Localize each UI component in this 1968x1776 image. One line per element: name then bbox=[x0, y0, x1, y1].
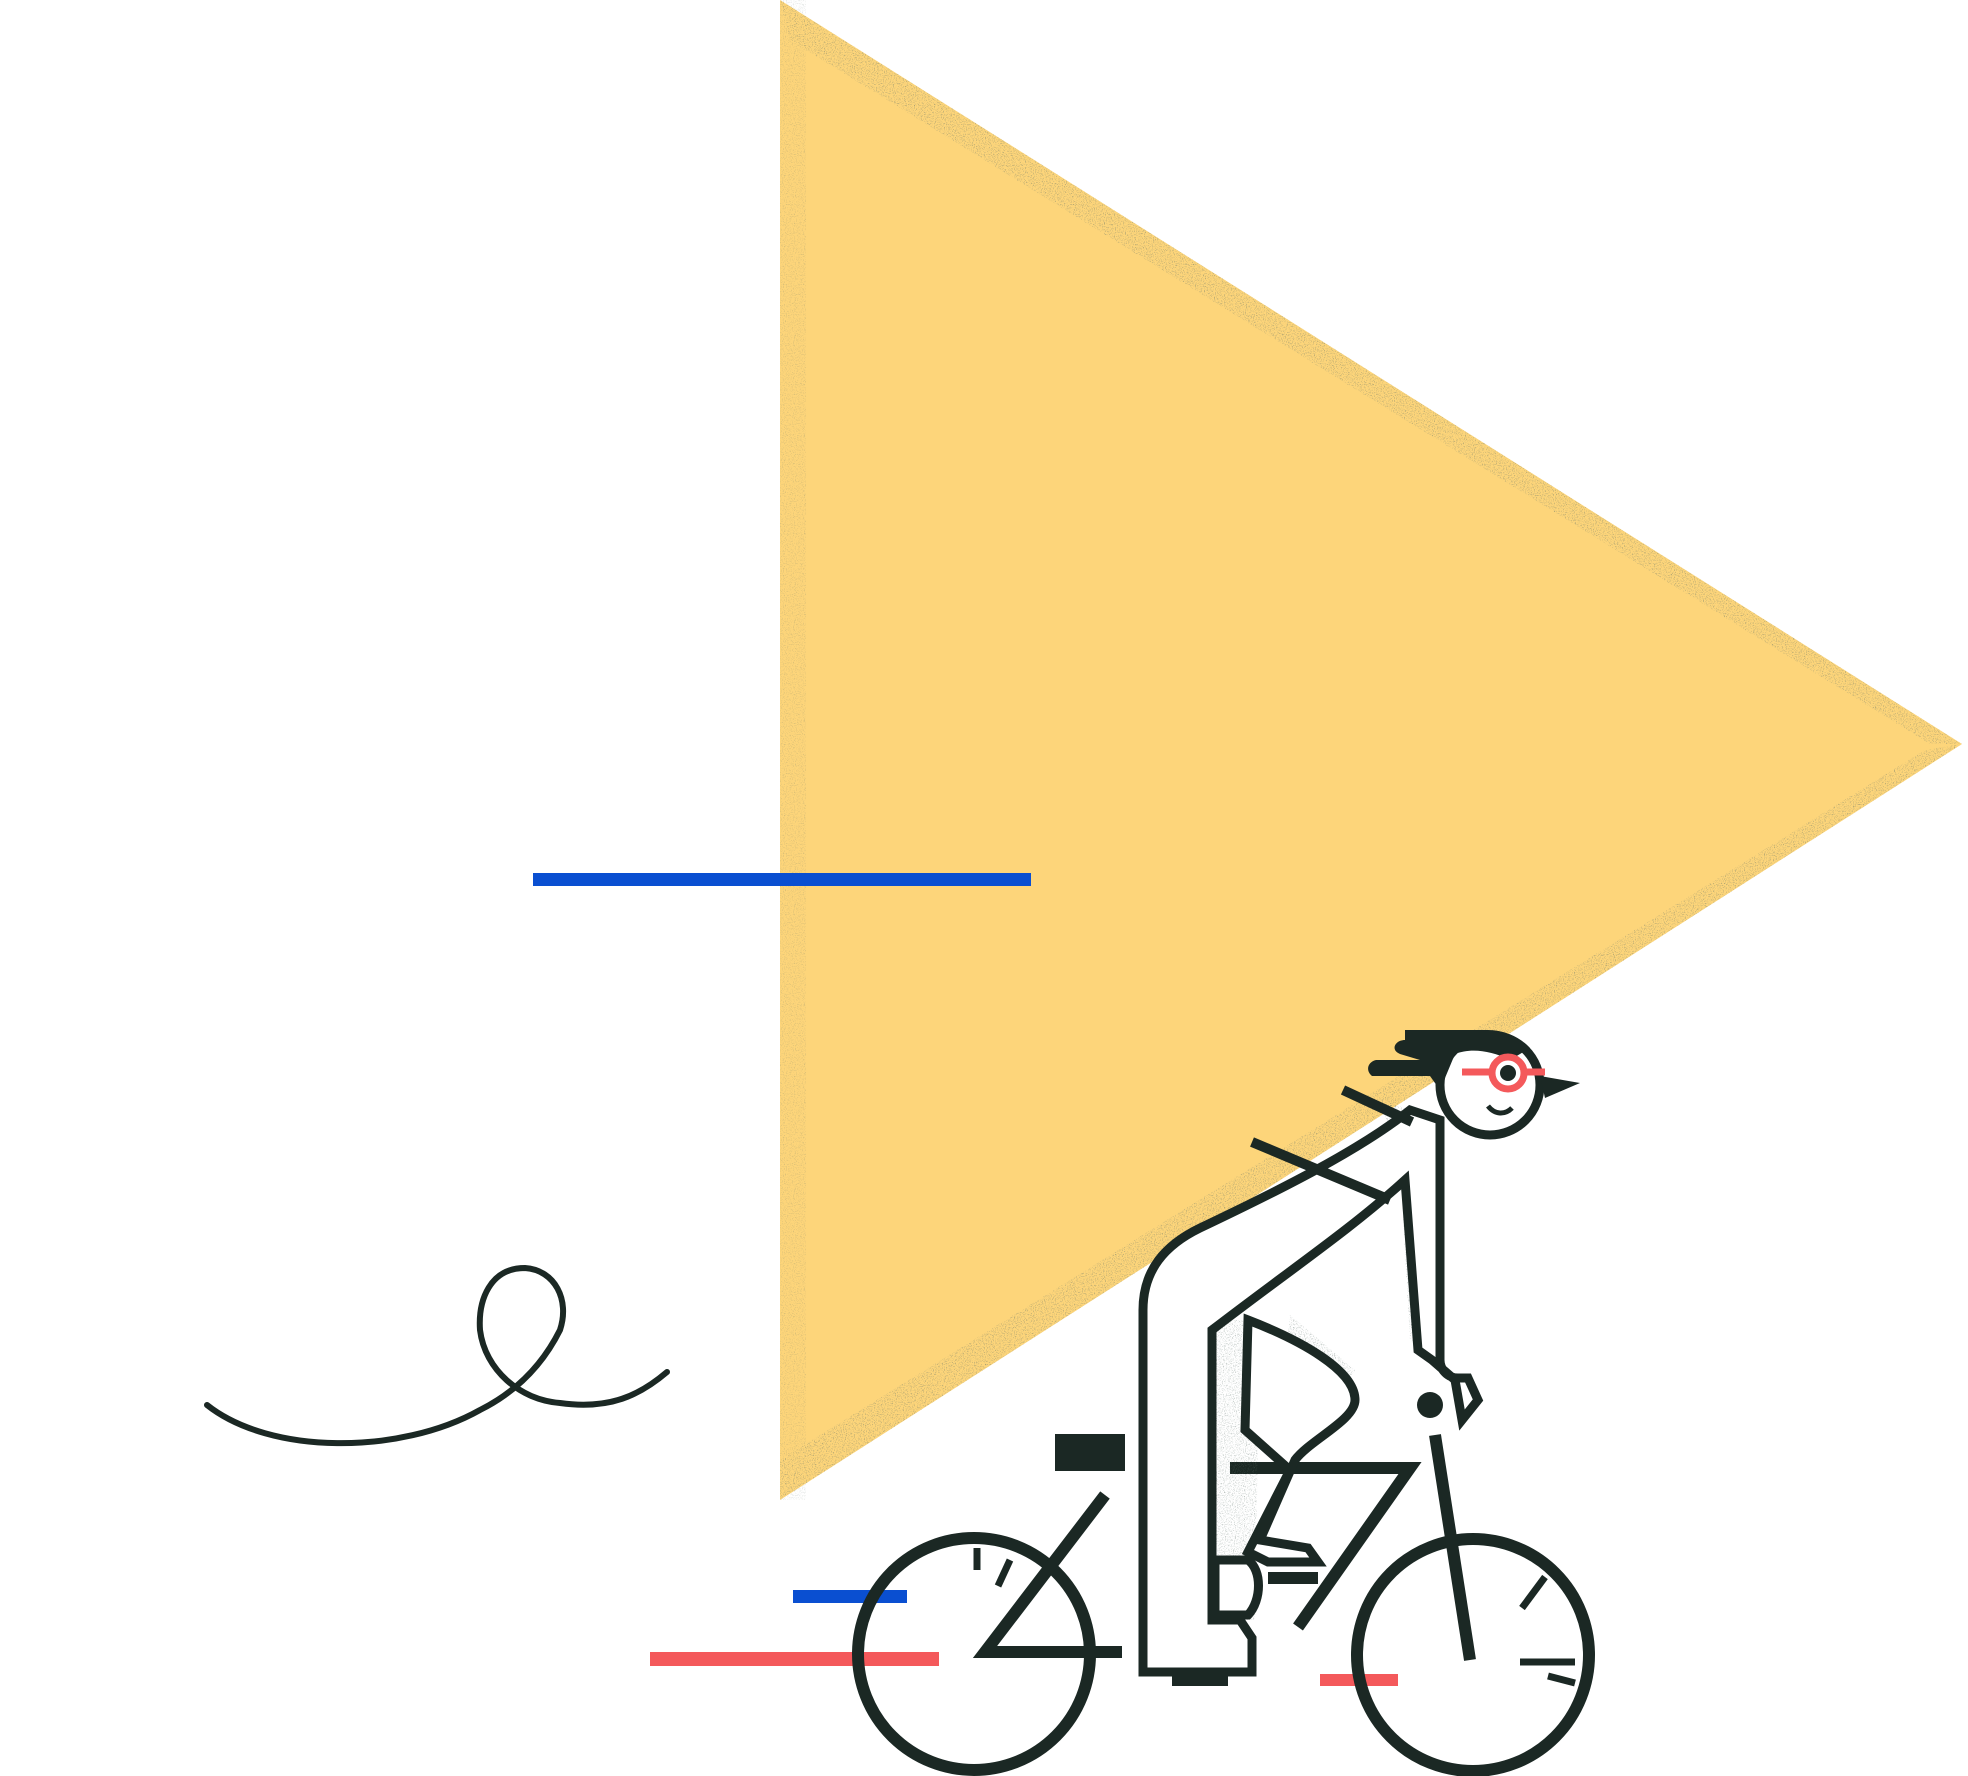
rider bbox=[1138, 1030, 1580, 1677]
rider-hair bbox=[1368, 1030, 1530, 1090]
loop-squiggle bbox=[204, 1264, 670, 1447]
backpack-strap-lower bbox=[1250, 1137, 1392, 1205]
play-triangle-shape bbox=[780, 0, 1962, 1500]
blue-line-long bbox=[533, 873, 1031, 886]
red-speed-line-left bbox=[650, 1652, 939, 1666]
bicycle-seat bbox=[1055, 1434, 1125, 1471]
glasses-icon bbox=[1462, 1053, 1545, 1093]
backpack-strap-upper bbox=[1340, 1085, 1415, 1127]
rider-body bbox=[1138, 1104, 1484, 1677]
blue-speed-line bbox=[793, 1590, 907, 1603]
rider-leg bbox=[1240, 1313, 1360, 1567]
bicycle bbox=[852, 1392, 1595, 1776]
front-wheel bbox=[1351, 1533, 1595, 1776]
